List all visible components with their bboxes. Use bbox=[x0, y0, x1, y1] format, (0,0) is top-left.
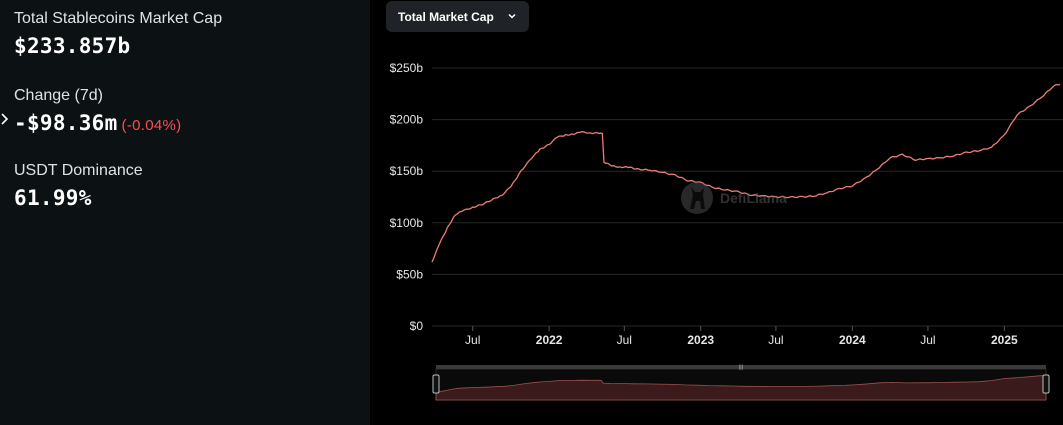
metric-select-label: Total Market Cap bbox=[398, 9, 494, 24]
y-tick-label: $150b bbox=[390, 164, 424, 178]
dominance-value: 61.99% bbox=[14, 186, 92, 210]
range-brush[interactable]: ||| bbox=[432, 365, 1050, 401]
change-percent: (-0.04%) bbox=[121, 117, 182, 134]
chevron-right-icon[interactable] bbox=[0, 112, 10, 126]
brush-handle-right[interactable] bbox=[1042, 374, 1050, 394]
brush-area bbox=[435, 375, 1047, 401]
market-cap-value: $233.857b bbox=[14, 34, 131, 58]
market-cap-chart[interactable]: $0 $50b $100b $150b $200b $250b Jul 2022 Jul 202… bbox=[370, 0, 1063, 425]
y-tick-label: $50b bbox=[396, 267, 423, 281]
watermark-text: DefiLlama bbox=[720, 190, 787, 206]
chart-grid bbox=[432, 67, 1063, 327]
metric-select-button[interactable]: Total Market Cap bbox=[386, 1, 529, 32]
change-value-row: -$98.36m (-0.04%) bbox=[14, 111, 181, 135]
y-tick-label: $250b bbox=[390, 61, 424, 75]
x-tick-label: Jul bbox=[768, 333, 783, 347]
dominance-label: USDT Dominance bbox=[14, 162, 143, 179]
x-tick-label: Jul bbox=[920, 333, 935, 347]
stats-panel: Total Stablecoins Market Cap $233.857b C… bbox=[0, 0, 370, 425]
brush-handle-left[interactable] bbox=[432, 374, 440, 394]
x-tick-label: 2022 bbox=[536, 333, 563, 347]
brush-top-bar[interactable] bbox=[436, 365, 1046, 369]
y-tick-label: $100b bbox=[390, 216, 424, 230]
x-tick-label: 2024 bbox=[839, 333, 866, 347]
market-cap-label: Total Stablecoins Market Cap bbox=[14, 10, 223, 27]
x-tick-label: Jul bbox=[465, 333, 480, 347]
x-tick-label: 2025 bbox=[991, 333, 1018, 347]
change-value: -$98.36m bbox=[14, 111, 118, 135]
x-tick-label: Jul bbox=[617, 333, 632, 347]
y-tick-label: $200b bbox=[390, 113, 424, 127]
x-axis: Jul 2022 Jul 2023 Jul 2024 Jul 2025 bbox=[465, 326, 1018, 347]
brush-grip-icon: ||| bbox=[738, 365, 743, 371]
defillama-watermark: DefiLlama bbox=[680, 179, 787, 217]
change-label: Change (7d) bbox=[14, 87, 103, 104]
y-tick-label: $0 bbox=[410, 319, 424, 333]
chevron-down-icon bbox=[508, 13, 516, 19]
llama-logo-icon bbox=[681, 182, 713, 214]
x-tick-label: 2023 bbox=[687, 333, 714, 347]
chart-panel bbox=[370, 0, 1063, 425]
series-line bbox=[431, 83, 1061, 263]
y-axis: $0 $50b $100b $150b $200b $250b bbox=[390, 61, 424, 333]
series-group bbox=[431, 83, 1061, 263]
